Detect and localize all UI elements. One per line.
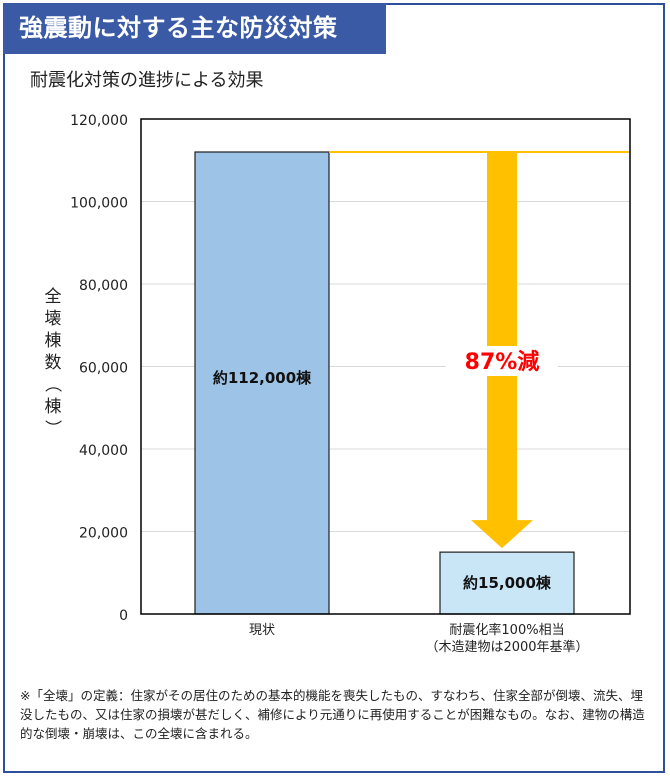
y-axis-tick-labels: 0 20,000 40,000 60,000 80,000 100,000 120,000	[70, 113, 128, 624]
page-title: 強震動に対する主な防災対策	[3, 3, 386, 54]
x-tick-label: 耐震化率100%相当	[449, 622, 564, 638]
y-axis-label-char: 数	[45, 353, 62, 373]
reduction-arrow: 87%減	[446, 152, 558, 549]
y-axis-label-char: 全	[45, 287, 62, 307]
x-axis-tick-labels: 現状 耐震化率100%相当（木造建物は2000年基準）	[249, 622, 589, 655]
y-tick-label: 100,000	[70, 196, 128, 212]
plot-area-border	[140, 118, 631, 615]
footnote: ※「全壊」の定義：住家がその居住のための基本的機能を喪失したもの、すなわち、住家…	[20, 688, 645, 741]
y-axis-label-char: （	[42, 376, 62, 393]
data-label: 約15,000棟	[463, 574, 552, 592]
outer-frame	[3, 3, 665, 773]
y-tick-label: 80,000	[79, 278, 128, 294]
data-label: 約112,000棟	[213, 369, 312, 387]
y-axis-label-char: 棟	[45, 331, 62, 351]
x-tick-sublabel: （木造建物は2000年基準）	[425, 639, 588, 655]
annotation-background	[446, 346, 558, 376]
y-tick-label: 20,000	[79, 526, 128, 542]
y-tick-label: 40,000	[79, 443, 128, 459]
chart-subtitle: 耐震化対策の進捗による効果	[30, 70, 264, 91]
x-tick-label: 現状	[249, 623, 275, 638]
bar	[194, 151, 330, 615]
y-axis-label-char: 壊	[45, 309, 62, 329]
bar	[439, 551, 575, 615]
y-tick-label: 0	[119, 608, 128, 624]
y-tick-label: 60,000	[79, 361, 128, 377]
bars	[194, 151, 575, 615]
y-tick-label: 120,000	[70, 113, 128, 129]
y-axis-label-char: ）	[42, 420, 62, 437]
reduction-annotation: 87%減	[465, 350, 540, 375]
y-axis-label-char: 棟	[45, 397, 62, 417]
